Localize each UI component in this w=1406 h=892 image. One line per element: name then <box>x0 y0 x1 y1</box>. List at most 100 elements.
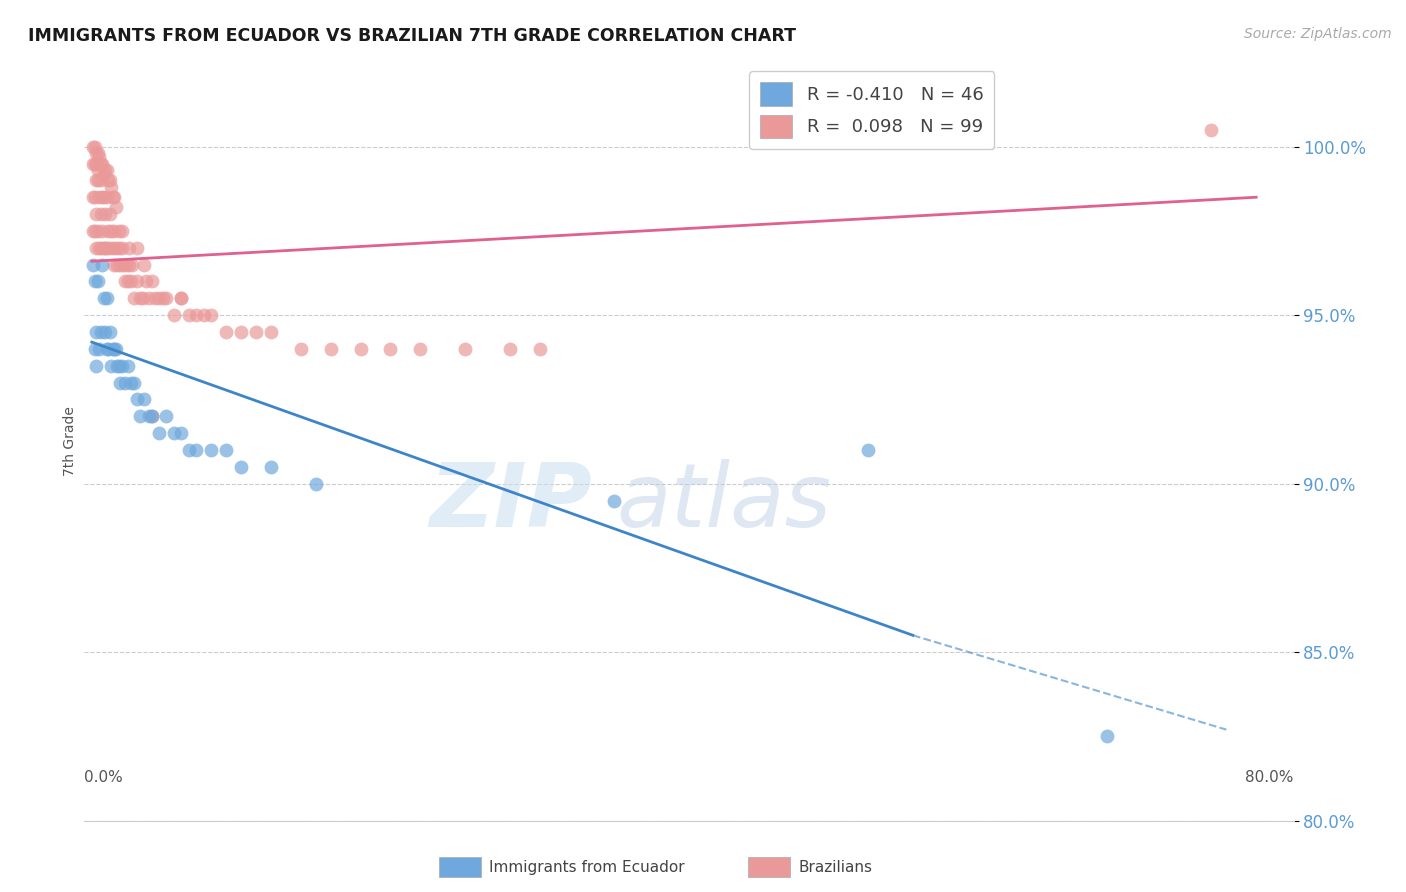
Point <box>305 476 328 491</box>
Point <box>118 258 141 272</box>
Point <box>93 167 115 181</box>
Text: Immigrants from Ecuador: Immigrants from Ecuador <box>489 860 685 874</box>
Point <box>101 342 124 356</box>
Point <box>122 376 145 390</box>
Point <box>91 156 114 170</box>
Point <box>90 241 112 255</box>
Point <box>290 342 312 356</box>
Point <box>155 409 177 424</box>
Point <box>193 308 215 322</box>
Point <box>409 342 432 356</box>
Point <box>97 224 120 238</box>
Text: IMMIGRANTS FROM ECUADOR VS BRAZILIAN 7TH GRADE CORRELATION CHART: IMMIGRANTS FROM ECUADOR VS BRAZILIAN 7TH… <box>28 27 796 45</box>
Point <box>120 275 142 289</box>
Point <box>163 308 186 322</box>
Point <box>90 207 112 221</box>
Point <box>87 173 110 187</box>
Point <box>84 207 107 221</box>
Point <box>125 392 148 407</box>
Point <box>132 258 155 272</box>
Point <box>90 325 112 339</box>
Point <box>91 258 114 272</box>
Point <box>94 241 117 255</box>
Point <box>111 359 134 373</box>
Point <box>87 163 110 178</box>
Point <box>114 376 136 390</box>
Point <box>84 146 107 161</box>
Point <box>87 146 110 161</box>
Point <box>132 392 155 407</box>
Point <box>98 207 121 221</box>
Point <box>111 224 134 238</box>
Point <box>96 190 118 204</box>
Point <box>121 258 143 272</box>
Point <box>319 342 342 356</box>
Point <box>94 207 117 221</box>
Text: Brazilians: Brazilians <box>799 860 873 874</box>
Point <box>83 156 105 170</box>
Point <box>856 442 879 457</box>
Point <box>90 156 112 170</box>
Point <box>152 291 174 305</box>
Point <box>104 200 127 214</box>
Point <box>141 409 163 424</box>
Point <box>260 459 283 474</box>
Point <box>349 342 371 356</box>
Point <box>103 342 125 356</box>
Point <box>529 342 551 356</box>
Point <box>82 258 104 272</box>
Point <box>103 190 125 204</box>
Point <box>229 325 252 339</box>
Point <box>82 224 104 238</box>
Point <box>94 325 117 339</box>
Point <box>89 241 111 255</box>
Y-axis label: 7th Grade: 7th Grade <box>63 407 77 476</box>
Point <box>245 325 267 339</box>
Point <box>155 291 177 305</box>
Point <box>107 241 129 255</box>
Point <box>122 291 145 305</box>
Point <box>89 190 111 204</box>
Point <box>98 325 121 339</box>
Point <box>93 241 115 255</box>
Point <box>101 241 124 255</box>
Point <box>131 291 153 305</box>
Point <box>105 359 128 373</box>
Point <box>84 173 107 187</box>
Point <box>96 163 118 178</box>
Point <box>96 241 118 255</box>
Point <box>138 409 160 424</box>
Point <box>141 275 163 289</box>
Point <box>93 291 115 305</box>
Point <box>380 342 402 356</box>
Text: 80.0%: 80.0% <box>1246 770 1294 785</box>
Text: atlas: atlas <box>616 459 831 545</box>
Point <box>200 442 222 457</box>
Point <box>1095 730 1118 744</box>
Point <box>84 156 107 170</box>
Point <box>186 308 208 322</box>
Point <box>215 325 238 339</box>
Point <box>104 241 127 255</box>
Point <box>87 224 110 238</box>
Point <box>260 325 283 339</box>
Point <box>83 139 105 153</box>
Point <box>170 291 193 305</box>
Point <box>454 342 477 356</box>
Point <box>97 173 120 187</box>
Point <box>200 308 222 322</box>
Point <box>91 224 114 238</box>
Point <box>84 359 107 373</box>
Point <box>100 224 122 238</box>
Point <box>215 442 238 457</box>
Point <box>141 409 163 424</box>
Text: Source: ZipAtlas.com: Source: ZipAtlas.com <box>1244 27 1392 41</box>
Point <box>177 308 200 322</box>
Point <box>84 241 107 255</box>
Legend: R = -0.410   N = 46, R =  0.098   N = 99: R = -0.410 N = 46, R = 0.098 N = 99 <box>749 71 994 149</box>
Point <box>143 291 166 305</box>
Point <box>170 426 193 441</box>
Point <box>148 426 170 441</box>
Point <box>170 291 193 305</box>
Point <box>115 258 138 272</box>
